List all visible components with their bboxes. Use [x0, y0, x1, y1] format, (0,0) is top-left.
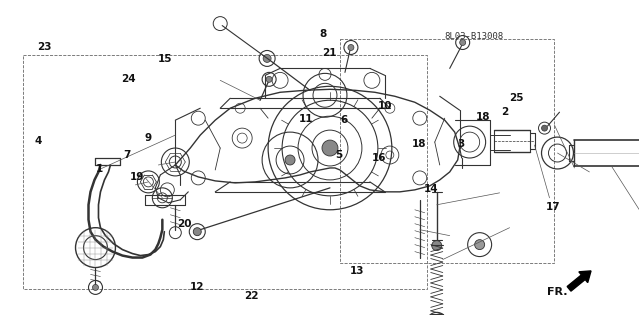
Circle shape: [263, 54, 271, 63]
Circle shape: [432, 241, 442, 251]
Text: 18: 18: [412, 139, 426, 149]
Text: 4: 4: [34, 136, 42, 146]
Text: 2: 2: [502, 107, 509, 117]
Bar: [22, 55, 427, 289]
Text: 23: 23: [37, 42, 51, 52]
Text: 8L03-B13008: 8L03-B13008: [445, 32, 504, 41]
Text: 9: 9: [144, 132, 151, 143]
Text: 16: 16: [371, 153, 386, 163]
Circle shape: [285, 155, 295, 165]
Text: 20: 20: [177, 219, 192, 229]
Text: 15: 15: [158, 54, 173, 64]
FancyArrow shape: [567, 271, 591, 291]
Circle shape: [348, 45, 354, 51]
Text: 3: 3: [457, 139, 464, 149]
Text: 1: 1: [96, 164, 103, 174]
Text: 12: 12: [190, 282, 205, 292]
Text: 17: 17: [546, 202, 561, 212]
Text: FR.: FR.: [547, 287, 568, 297]
Text: 13: 13: [350, 266, 364, 276]
Circle shape: [322, 140, 338, 156]
Text: 5: 5: [335, 150, 343, 160]
Bar: [340, 39, 554, 263]
Text: 19: 19: [129, 172, 144, 182]
Circle shape: [266, 76, 272, 82]
Text: 21: 21: [323, 48, 337, 58]
Text: 8: 8: [319, 29, 327, 39]
Circle shape: [460, 40, 466, 46]
Text: 7: 7: [123, 150, 130, 160]
Text: 18: 18: [476, 112, 491, 122]
Circle shape: [475, 240, 484, 250]
Text: 6: 6: [340, 115, 348, 125]
Text: 11: 11: [299, 114, 313, 124]
Text: 25: 25: [509, 93, 524, 103]
Text: 22: 22: [244, 291, 259, 301]
Text: 10: 10: [378, 101, 392, 111]
Text: 24: 24: [121, 74, 136, 84]
Circle shape: [541, 125, 547, 131]
Text: 14: 14: [424, 185, 438, 194]
Circle shape: [193, 228, 201, 236]
Circle shape: [93, 284, 99, 290]
